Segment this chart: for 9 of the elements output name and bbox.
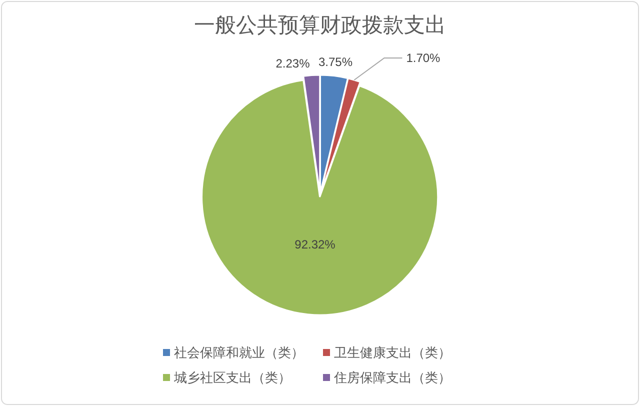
- legend-label: 卫生健康支出（类）: [334, 345, 451, 360]
- data-label: 1.70%: [406, 50, 441, 65]
- data-label: 2.23%: [276, 56, 310, 70]
- chart-title: 一般公共预算财政拨款支出: [194, 14, 446, 37]
- data-label: 92.32%: [294, 237, 336, 252]
- data-label: 3.75%: [318, 54, 353, 69]
- legend-label: 住房保障支出（类）: [333, 370, 451, 385]
- legend-label: 社会保障和就业（类）: [174, 345, 304, 360]
- legend-label: 城乡社区支出（类）: [173, 370, 291, 385]
